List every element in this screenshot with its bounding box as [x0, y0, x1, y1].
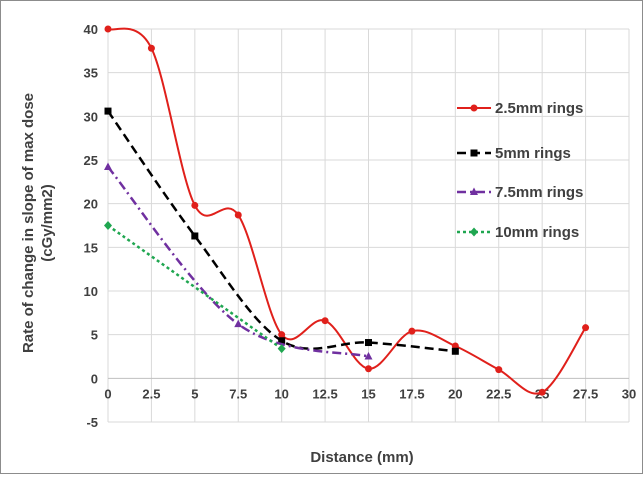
legend-item: 10mm rings: [457, 224, 579, 241]
data-point: [582, 324, 590, 332]
x-tick-label: 20: [448, 386, 462, 401]
x-tick-label: 12.5: [312, 386, 337, 401]
series-line: [106, 110, 456, 353]
data-point: [104, 221, 112, 230]
legend-item: 7.5mm rings: [457, 184, 583, 201]
data-point: [408, 327, 416, 335]
y-axis-title-line2: (cGy/mm2): [39, 184, 56, 262]
x-tick-label: 2.5: [142, 386, 160, 401]
data-point: [234, 319, 243, 328]
legend-marker: [470, 227, 478, 237]
data-series: [104, 25, 590, 396]
data-point: [104, 107, 112, 115]
data-point: [278, 337, 286, 345]
data-point: [365, 365, 372, 373]
x-tick-label: 22.5: [486, 386, 511, 401]
grid-lines: [107, 28, 630, 423]
x-tick-label: 0: [104, 386, 111, 401]
y-tick-label: 25: [84, 153, 98, 168]
y-tick-label: 0: [91, 371, 98, 386]
x-tick-label: 7.5: [229, 386, 247, 401]
y-axis-title-line1: Rate of change in slope of max dose: [20, 93, 37, 353]
series-line: [107, 166, 369, 358]
data-point: [104, 25, 112, 33]
legend-item: 5mm rings: [457, 145, 571, 162]
data-point: [538, 388, 546, 396]
x-tick-label: 10: [274, 386, 288, 401]
legend: 2.5mm rings 5mm rings 7.5mm rings 10mm ring…: [457, 100, 583, 241]
y-tick-label: 20: [84, 197, 98, 212]
x-tick-label: 30: [622, 386, 636, 401]
y-tick-label: 5: [91, 328, 98, 343]
data-point: [104, 162, 112, 170]
data-point: [364, 352, 373, 360]
series-line: [107, 27, 587, 395]
series-4: [104, 221, 286, 354]
x-axis-title: Distance (mm): [310, 449, 413, 466]
y-tick-label: -5: [86, 415, 98, 430]
x-tick-label: 17.5: [399, 386, 424, 401]
legend-label: 5mm rings: [495, 145, 571, 162]
legend-marker: [470, 187, 478, 195]
y-tick-label: 40: [84, 22, 98, 37]
y-tick-label: 30: [84, 109, 98, 124]
legend-item: 2.5mm rings: [457, 100, 583, 117]
legend-label: 7.5mm rings: [495, 184, 583, 201]
data-point: [321, 317, 329, 325]
data-point: [147, 44, 155, 52]
data-point: [365, 339, 372, 347]
data-point: [278, 331, 286, 339]
legend-marker: [470, 149, 478, 157]
x-tick-label: 27.5: [573, 386, 598, 401]
y-tick-label: 10: [84, 284, 98, 299]
legend-label: 10mm rings: [495, 224, 579, 241]
data-point: [495, 366, 503, 374]
y-tick-label: 35: [84, 66, 98, 81]
series-2: [104, 107, 459, 355]
data-point: [191, 201, 199, 209]
legend-marker: [470, 104, 478, 112]
data-point: [451, 347, 459, 355]
y-tick-label: 15: [84, 240, 98, 255]
x-tick-label: 5: [191, 386, 198, 401]
legend-label: 2.5mm rings: [495, 100, 583, 117]
series-1: [104, 25, 590, 396]
data-point: [234, 211, 242, 219]
data-point: [191, 232, 199, 240]
series-3: [104, 162, 373, 360]
x-tick-label: 15: [361, 386, 375, 401]
data-point: [277, 344, 286, 354]
y-axis-ticks: -5 0 5 10 15 20 25 30 35 40: [84, 22, 98, 430]
